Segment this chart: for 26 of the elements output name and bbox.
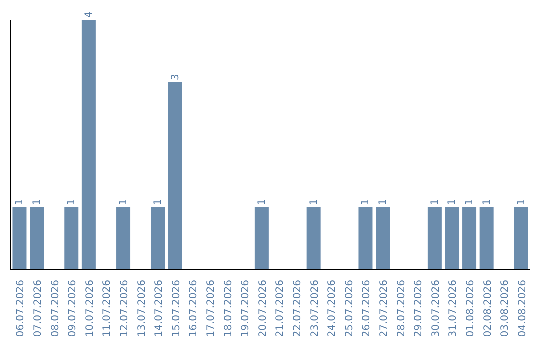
data-label: 1 [256,199,268,206]
x-tick-label: 10.07.2026 [84,280,96,338]
x-tick-label: 18.07.2026 [223,280,234,338]
data-label: 1 [516,199,528,206]
data-label: 1 [153,199,164,206]
x-tick-label: 13.07.2026 [136,280,148,338]
data-label: 1 [430,199,441,206]
x-tick-label: 12.07.2026 [119,280,130,338]
data-label: 1 [14,199,26,206]
x-tick-label: 14.07.2026 [154,280,166,338]
x-tick-label: 16.07.2026 [188,280,200,338]
data-label: 1 [66,199,78,206]
data-label: 1 [447,199,458,206]
data-label: 1 [464,199,476,206]
data-label: 1 [360,199,372,206]
data-label: 1 [308,199,320,206]
x-tick-label: 11.07.2026 [102,280,114,338]
data-label: 1 [482,199,493,206]
data-label: 1 [118,199,130,206]
data-label: 3 [170,74,182,80]
data-label: 1 [32,199,44,206]
data-label: 4 [84,12,95,18]
x-tick-label: 17.07.2026 [206,280,217,338]
data-label: 1 [378,199,390,206]
x-tick-label: 19.07.2026 [240,280,252,338]
x-tick-label: 15.07.2026 [171,280,182,338]
